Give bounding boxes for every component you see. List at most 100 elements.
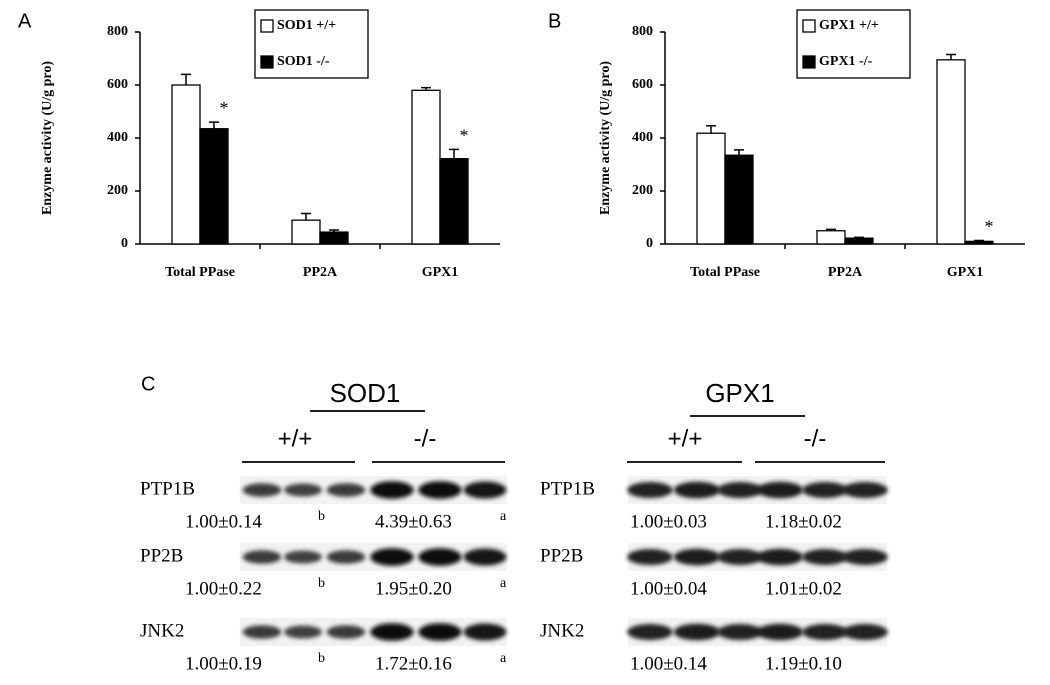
legend-swatch bbox=[802, 19, 816, 33]
blot-band bbox=[242, 483, 282, 497]
protein-label: PTP1B bbox=[540, 478, 595, 499]
blot-band bbox=[627, 482, 673, 498]
y-tick-label: 400 bbox=[632, 130, 653, 145]
blot-band bbox=[242, 625, 282, 639]
blot-band bbox=[463, 623, 507, 641]
legend-label: GPX1 +/+ bbox=[819, 18, 879, 33]
blot-band bbox=[673, 481, 721, 499]
y-tick-label: 600 bbox=[107, 77, 128, 92]
legend-label: GPX1 -/- bbox=[819, 54, 873, 69]
significance-letter: a bbox=[500, 576, 507, 591]
y-tick-label: 200 bbox=[632, 183, 653, 198]
genotype-label: -/- bbox=[414, 425, 437, 452]
error-bar bbox=[209, 121, 219, 129]
quantification: 4.39±0.63 bbox=[375, 511, 452, 532]
blot-band bbox=[802, 549, 848, 565]
significance-letter: a bbox=[500, 509, 507, 524]
bar bbox=[319, 231, 349, 245]
bar bbox=[724, 154, 754, 245]
protein-label: JNK2 bbox=[540, 620, 584, 641]
panel-label: A bbox=[18, 10, 32, 32]
genotype-label: +/+ bbox=[668, 425, 703, 452]
panel-label: C bbox=[141, 373, 155, 395]
quantification: 1.01±0.02 bbox=[765, 578, 842, 599]
blot-band bbox=[673, 548, 721, 566]
blot-band bbox=[463, 548, 507, 566]
blot-band bbox=[717, 482, 763, 498]
blot-band bbox=[756, 548, 804, 566]
x-tick-label: Total PPase bbox=[165, 265, 235, 280]
y-tick-label: 600 bbox=[632, 77, 653, 92]
legend-swatch bbox=[802, 55, 816, 69]
blot-band bbox=[418, 623, 462, 641]
y-tick-label: 0 bbox=[646, 236, 653, 251]
y-tick-label: 400 bbox=[107, 130, 128, 145]
quantification: 1.00±0.04 bbox=[630, 578, 707, 599]
y-tick-label: 800 bbox=[107, 24, 128, 39]
blot-title: SOD1 bbox=[330, 378, 401, 408]
error-bar bbox=[826, 228, 836, 231]
blot-band bbox=[463, 481, 507, 499]
blot-band bbox=[802, 482, 848, 498]
blot-band bbox=[370, 548, 414, 566]
quantification: 1.00±0.03 bbox=[630, 511, 707, 532]
blot-band bbox=[418, 548, 462, 566]
blot-title: GPX1 bbox=[705, 378, 774, 408]
error-bar bbox=[421, 86, 431, 91]
bar bbox=[844, 237, 874, 245]
blot-band bbox=[673, 623, 721, 641]
legend-label: SOD1 -/- bbox=[277, 54, 330, 69]
legend-swatch bbox=[260, 19, 274, 33]
error-bar bbox=[974, 239, 984, 242]
bar bbox=[171, 84, 201, 245]
bar bbox=[964, 240, 994, 245]
legend-box bbox=[254, 9, 369, 79]
blot-band bbox=[627, 549, 673, 565]
protein-label: PTP1B bbox=[140, 478, 195, 499]
quantification: 1.72±0.16 bbox=[375, 653, 452, 674]
blot-band bbox=[242, 550, 282, 564]
significance-marker: * bbox=[985, 217, 994, 237]
blot-band bbox=[717, 624, 763, 640]
quantification: 1.00±0.19 bbox=[185, 653, 262, 674]
blot-band bbox=[717, 549, 763, 565]
y-axis-label: Enzyme activity (U/g pro) bbox=[40, 61, 55, 215]
blot-band bbox=[627, 624, 673, 640]
error-bar bbox=[329, 229, 339, 233]
protein-label: PP2B bbox=[140, 545, 183, 566]
significance-letter: b bbox=[318, 651, 325, 666]
significance-letter: b bbox=[318, 576, 325, 591]
significance-letter: a bbox=[500, 651, 507, 666]
error-bar bbox=[946, 53, 956, 60]
x-tick-label: GPX1 bbox=[947, 265, 984, 280]
bar bbox=[936, 59, 966, 245]
bar bbox=[439, 158, 469, 245]
blot-band bbox=[842, 549, 888, 565]
blot-band bbox=[418, 481, 462, 499]
bar bbox=[696, 132, 726, 245]
blot-band bbox=[326, 550, 366, 564]
y-axis-label: Enzyme activity (U/g pro) bbox=[598, 61, 613, 215]
bar bbox=[411, 89, 441, 245]
significance-marker: * bbox=[460, 126, 469, 146]
protein-label: PP2B bbox=[540, 545, 583, 566]
blot-band bbox=[326, 625, 366, 639]
blot-band bbox=[284, 483, 322, 497]
y-tick-label: 800 bbox=[632, 24, 653, 39]
x-tick-label: Total PPase bbox=[690, 265, 760, 280]
protein-label: JNK2 bbox=[140, 620, 184, 641]
significance-marker: * bbox=[220, 98, 229, 118]
genotype-label: -/- bbox=[804, 425, 827, 452]
blot-band bbox=[842, 624, 888, 640]
blot-band bbox=[284, 625, 322, 639]
bar bbox=[199, 128, 229, 245]
x-tick-label: GPX1 bbox=[422, 265, 459, 280]
quantification: 1.00±0.14 bbox=[185, 511, 262, 532]
bar bbox=[816, 230, 846, 245]
blot-band bbox=[370, 481, 414, 499]
blot-band bbox=[756, 481, 804, 499]
legend-label: SOD1 +/+ bbox=[277, 18, 336, 33]
error-bar bbox=[181, 73, 191, 85]
y-tick-label: 200 bbox=[107, 183, 128, 198]
